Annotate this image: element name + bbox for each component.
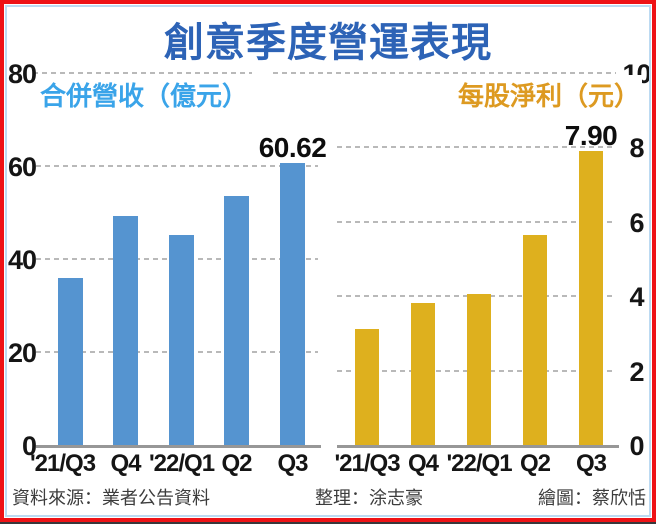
eps-ytick-8: 8 <box>629 133 644 164</box>
eps-value-label: 7.90 <box>564 120 618 151</box>
eps-gridline-8 <box>337 146 613 149</box>
revenue-ytick-60: 60 <box>7 152 37 182</box>
data-source-credit: 資料來源：業者公告資料 <box>12 488 210 508</box>
eps-xtick-4: Q3 <box>575 450 607 477</box>
page-title: 創意季度營運表現 <box>164 21 492 65</box>
revenue-ytick-40: 40 <box>7 245 37 275</box>
revenue-xtick-4: Q3 <box>277 450 308 477</box>
revenue-series-label: 合併營收（億元） <box>38 75 251 114</box>
revenue-bar-3 <box>224 196 249 445</box>
revenue-value-label: 60.62 <box>258 132 327 163</box>
eps-series-label: 每股淨利（元） <box>455 75 642 114</box>
eps-xtick-1: Q4 <box>407 450 439 477</box>
revenue-ytick-0: 0 <box>21 431 37 461</box>
eps-xtick-3: Q2 <box>519 450 551 477</box>
eps-ytick-0: 0 <box>629 431 644 461</box>
footer: 資料來源：業者公告資料 整理：涂志豪 繪圖：蔡欣恬 <box>4 487 652 511</box>
eps-baseline <box>337 445 619 448</box>
eps-xtick-0: '21/Q3 <box>334 450 400 477</box>
revenue-gridline-60 <box>36 165 318 167</box>
revenue-xtick-3: Q2 <box>221 450 252 477</box>
eps-bar-4 <box>579 151 603 445</box>
eps-bar-0 <box>355 329 379 445</box>
revenue-ytick-20: 20 <box>7 338 37 368</box>
revenue-xtick-0: '21/Q3 <box>29 450 96 477</box>
eps-ytick-6: 6 <box>629 207 644 238</box>
eps-bar-3 <box>523 235 547 445</box>
revenue-bar-4 <box>280 163 305 445</box>
eps-gridline-10 <box>273 72 616 74</box>
eps-gridline-6 <box>337 220 613 223</box>
revenue-baseline <box>36 445 321 448</box>
revenue-xtick-1: Q4 <box>110 450 141 477</box>
revenue-bar-1 <box>113 216 138 445</box>
revenue-xtick-2: '22/Q1 <box>148 450 215 477</box>
eps-bar-2 <box>467 294 491 445</box>
eps-bar-1 <box>411 303 435 445</box>
revenue-bar-0 <box>58 278 83 445</box>
compiled-by-credit: 整理：涂志豪 <box>315 488 423 508</box>
revenue-bar-2 <box>169 235 194 445</box>
illustrated-by-credit: 繪圖：蔡欣恬 <box>538 488 646 508</box>
revenue-gridline-80 <box>33 72 252 74</box>
revenue-ytick-80: 80 <box>7 59 37 89</box>
chart-canvas: 0 20 40 60 80'21/Q3 Q4'22/Q1 Q2 Q3 60.62 0 2 4 6 8 10 '… <box>4 4 652 518</box>
eps-xtick-2: '22/Q1 <box>446 450 512 477</box>
eps-ytick-2: 2 <box>629 356 644 387</box>
eps-ytick-4: 4 <box>629 282 644 313</box>
bottom-edge <box>0 522 656 524</box>
